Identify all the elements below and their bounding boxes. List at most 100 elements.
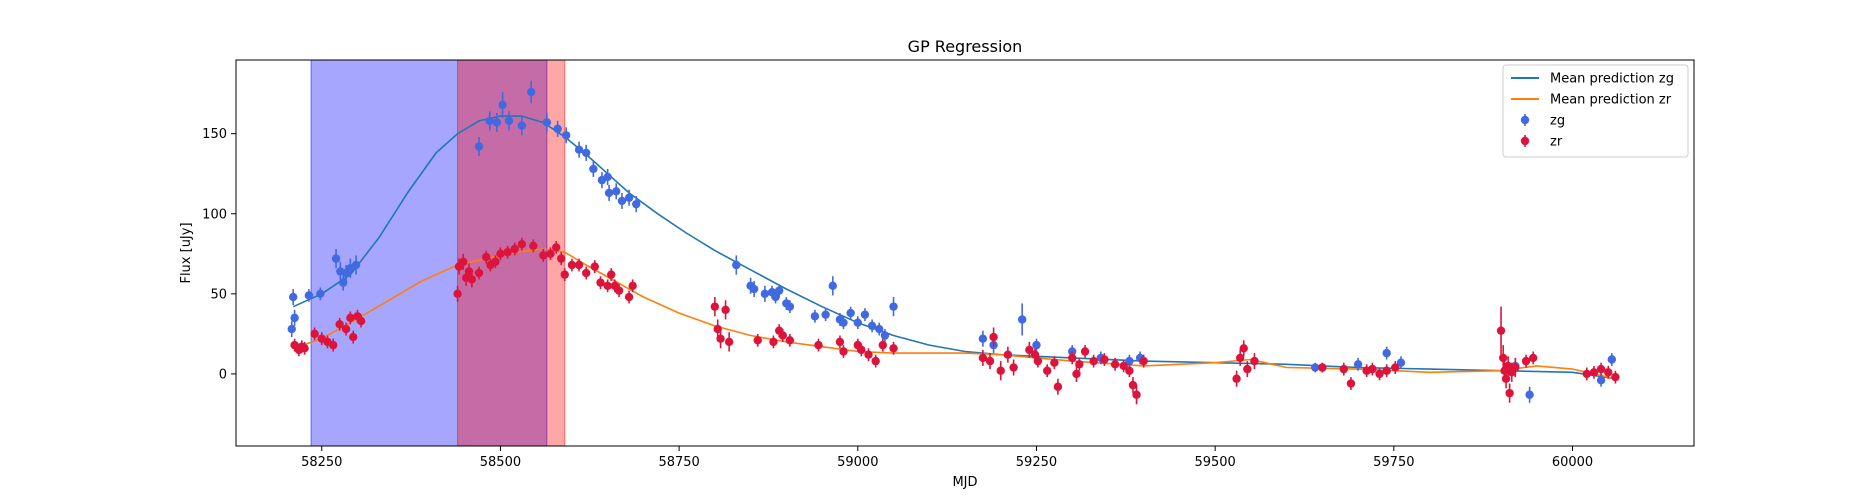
y-axis-label: Flux [uJy] bbox=[179, 222, 194, 283]
point-zg bbox=[498, 100, 507, 110]
point-zr bbox=[1511, 363, 1520, 372]
point-zg bbox=[331, 254, 341, 263]
y-tick-label: 0 bbox=[219, 367, 227, 382]
point-zr bbox=[857, 345, 866, 355]
point-zr bbox=[517, 239, 527, 249]
point-zr bbox=[1033, 356, 1043, 366]
y-tick-label: 150 bbox=[202, 127, 227, 142]
point-zg bbox=[574, 145, 584, 154]
point-zr bbox=[978, 353, 988, 363]
point-zg bbox=[771, 292, 780, 302]
point-zr bbox=[1382, 366, 1391, 375]
point-zr bbox=[467, 275, 477, 284]
point-zg bbox=[287, 324, 296, 334]
point-zr bbox=[1053, 382, 1063, 391]
point-zr bbox=[1528, 353, 1538, 363]
point-zg bbox=[604, 188, 614, 198]
point-zr bbox=[310, 329, 319, 339]
point-zr bbox=[1375, 369, 1384, 379]
point-zr bbox=[546, 249, 555, 259]
point-zr bbox=[1025, 345, 1034, 355]
point-zg bbox=[828, 281, 837, 291]
point-zr bbox=[1068, 353, 1077, 363]
legend: Mean prediction zg Mean prediction zr zg zr bbox=[1502, 64, 1689, 158]
point-zg bbox=[875, 324, 884, 334]
point-zr bbox=[1132, 390, 1141, 399]
point-zg bbox=[1017, 315, 1027, 324]
point-zr bbox=[607, 270, 616, 279]
point-zr bbox=[567, 260, 577, 270]
point-zr bbox=[1042, 366, 1052, 375]
point-zr bbox=[1119, 361, 1128, 371]
point-zr bbox=[1611, 372, 1620, 382]
legend-entry: Mean prediction zr bbox=[1550, 93, 1672, 108]
legend-entry: zg bbox=[1550, 114, 1565, 129]
plot-frame bbox=[235, 59, 1695, 447]
point-zr bbox=[835, 337, 845, 347]
point-zr bbox=[349, 332, 358, 342]
point-zr bbox=[785, 336, 795, 345]
point-zr bbox=[1100, 355, 1109, 364]
x-tick-label: 58250 bbox=[301, 455, 342, 470]
point-zg bbox=[624, 193, 634, 202]
point-zr bbox=[474, 268, 484, 278]
point-zr bbox=[614, 286, 624, 295]
point-zr bbox=[560, 270, 569, 279]
point-zr bbox=[551, 243, 561, 252]
point-zr bbox=[839, 347, 848, 356]
point-zg bbox=[749, 284, 759, 294]
point-zg bbox=[617, 196, 627, 206]
legend-marker-swatch bbox=[1520, 115, 1530, 125]
point-zr bbox=[510, 244, 519, 254]
point-zr bbox=[864, 350, 873, 359]
point-zg bbox=[821, 310, 830, 319]
point-zr bbox=[341, 324, 351, 334]
point-zr bbox=[985, 356, 995, 366]
point-zg bbox=[492, 118, 502, 127]
point-zr bbox=[529, 241, 538, 250]
point-zr bbox=[356, 316, 366, 326]
point-zg bbox=[1596, 376, 1606, 385]
point-zg bbox=[978, 334, 988, 343]
point-zg bbox=[485, 116, 494, 126]
legend-entry: zr bbox=[1550, 135, 1563, 150]
point-zr bbox=[1596, 364, 1606, 374]
point-zg bbox=[351, 260, 361, 270]
x-tick-label: 59500 bbox=[1194, 455, 1235, 470]
point-zr bbox=[871, 356, 880, 366]
point-zr bbox=[1501, 374, 1511, 383]
point-zg bbox=[1353, 360, 1363, 369]
point-zr bbox=[1139, 356, 1148, 366]
point-zr bbox=[1072, 369, 1081, 379]
x-tick-label: 59750 bbox=[1373, 455, 1414, 470]
point-zg bbox=[774, 286, 784, 295]
point-zr bbox=[556, 254, 566, 263]
point-zr bbox=[710, 302, 720, 311]
point-zg bbox=[853, 318, 862, 327]
point-zr bbox=[1503, 361, 1513, 371]
point-zg bbox=[760, 289, 770, 299]
point-zg bbox=[553, 124, 562, 134]
point-zr bbox=[1243, 364, 1252, 374]
x-axis-label: MJD bbox=[952, 475, 977, 490]
x-tick-label: 59000 bbox=[837, 455, 878, 470]
point-zg bbox=[304, 291, 314, 300]
point-zr bbox=[1496, 326, 1506, 335]
point-zr bbox=[503, 247, 512, 257]
point-zr bbox=[628, 281, 637, 291]
point-zg bbox=[517, 121, 527, 130]
point-zr bbox=[716, 334, 725, 343]
point-zg bbox=[504, 116, 514, 126]
chart-title: GP Regression bbox=[908, 37, 1023, 56]
y-tick-label: 100 bbox=[202, 207, 227, 222]
point-zr bbox=[335, 320, 344, 329]
point-zg bbox=[542, 118, 552, 127]
point-zg bbox=[316, 289, 325, 299]
point-zr bbox=[1235, 353, 1245, 363]
point-zg bbox=[589, 164, 598, 174]
data-points bbox=[287, 80, 1620, 405]
point-zr bbox=[1346, 379, 1356, 388]
point-zg bbox=[785, 302, 795, 311]
point-zr bbox=[539, 251, 548, 260]
